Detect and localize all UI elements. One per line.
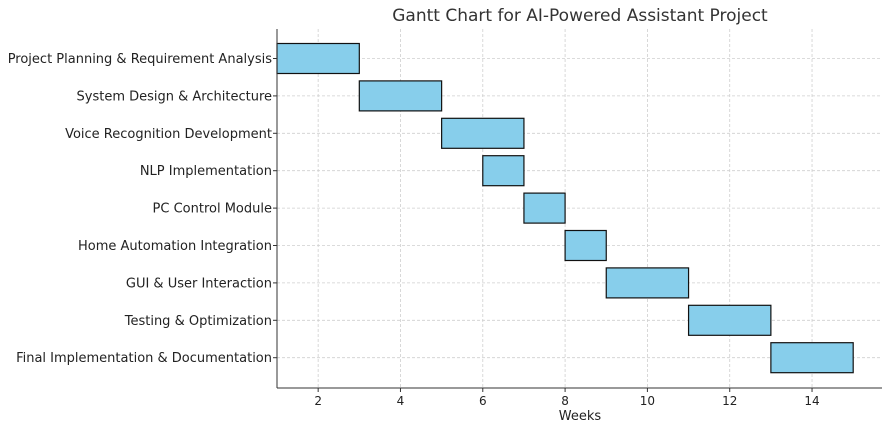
bar-layer xyxy=(276,42,854,374)
x-tick-label: 2 xyxy=(314,394,322,408)
x-tick-label: 12 xyxy=(722,394,737,408)
task-label: Project Planning & Requirement Analysis xyxy=(8,52,273,67)
task-label: Voice Recognition Development xyxy=(65,127,272,142)
x-tick-label: 14 xyxy=(804,394,819,408)
task-label: Final Implementation & Documentation xyxy=(16,351,272,366)
x-tick-label: 4 xyxy=(397,394,405,408)
task-bar xyxy=(358,80,443,112)
task-label: NLP Implementation xyxy=(140,164,272,179)
chart-title: Gantt Chart for AI-Powered Assistant Pro… xyxy=(392,6,768,26)
axis-layer: 2 4 6 8 10 12 14 Project Planning & Requirement… xyxy=(8,29,882,408)
x-tick-label: 8 xyxy=(561,394,569,408)
task-bar xyxy=(770,342,854,374)
task-label: Testing & Optimization xyxy=(124,314,272,329)
task-bar xyxy=(276,42,360,75)
task-label: Home Automation Integration xyxy=(78,239,272,254)
task-bar xyxy=(605,267,690,299)
task-label: GUI & User Interaction xyxy=(126,276,272,291)
task-bar xyxy=(441,117,525,149)
task-bar xyxy=(687,304,772,336)
task-label: System Design & Architecture xyxy=(77,89,272,104)
task-label: PC Control Module xyxy=(153,202,272,217)
x-tick-label: 6 xyxy=(479,394,487,408)
task-bar xyxy=(482,155,525,187)
task-bar xyxy=(523,192,566,224)
task-bar xyxy=(564,229,607,262)
x-tick-label: 10 xyxy=(640,394,655,408)
x-axis-title: Weeks xyxy=(559,409,602,424)
